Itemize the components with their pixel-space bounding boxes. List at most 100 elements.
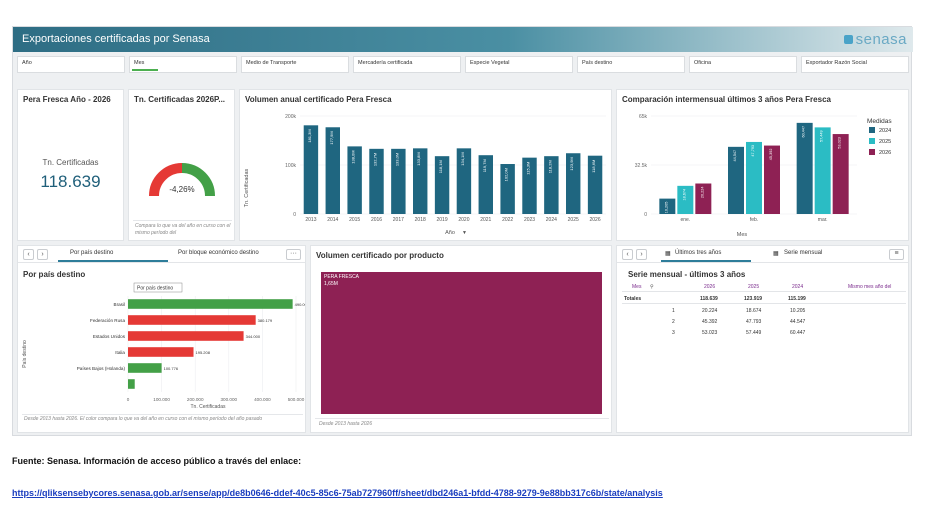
x-tick-label: 2022 <box>502 217 513 223</box>
x-tick-label: 2020 <box>458 217 469 223</box>
table-row[interactable]: 2 45.392 47.793 44.547 <box>622 317 906 327</box>
bar-data-label: 44,547 <box>733 150 737 162</box>
next-chevron-icon[interactable]: › <box>37 249 48 260</box>
filter-anio[interactable]: Año <box>17 56 125 73</box>
column-header-2024[interactable]: 2024 <box>792 284 804 290</box>
table-icon: ▦ <box>773 251 779 257</box>
x-tick-label: 2025 <box>568 217 579 223</box>
treemap-tile-pera-fresca[interactable]: PERA FRESCA 1,65M <box>321 272 602 414</box>
gauge-card[interactable]: Tn. Certificadas 2026P... -4,26% Compara… <box>128 89 235 241</box>
filter-label: Año <box>22 60 32 66</box>
filter-medio-transporte[interactable]: Medio de Transporte <box>241 56 349 73</box>
active-tab-indicator <box>58 260 168 262</box>
country-card[interactable]: ‹ › Por país destino Por bloque económic… <box>17 245 306 433</box>
next-chevron-icon[interactable]: › <box>636 249 647 260</box>
y-tick-label: Federación Rusa <box>90 318 125 323</box>
monthly-bar-chart: Mes Medidas 0 32.5k 65k 10,205 18,674 20,224 e… <box>635 114 893 238</box>
table-cell: 20.224 <box>702 308 718 314</box>
filter-label: Oficina <box>694 60 712 66</box>
table-cell: 10.205 <box>790 308 806 314</box>
table-row[interactable]: 1 20.224 18.674 10.205 <box>622 306 906 316</box>
senasa-logo: senasa <box>843 31 907 48</box>
table-cell: 2 <box>672 319 675 325</box>
legend-swatch <box>869 138 875 144</box>
bar-data-label: 123,9M <box>569 157 574 170</box>
prev-chevron-icon[interactable]: ‹ <box>622 249 633 260</box>
data-table: Mes ⚲ 2026 2025 2024 Mismo mes año del T… <box>622 282 906 352</box>
search-icon[interactable]: ⚲ <box>650 284 654 290</box>
monthly-x-axis-label: Mes <box>737 232 748 238</box>
table-totals-row: Totales 118.639 123.919 115.199 <box>622 294 906 304</box>
filter-exportador[interactable]: Exportador Razón Social <box>801 56 909 73</box>
monthly-chart-title: Comparación intermensual últimos 3 años … <box>622 95 831 104</box>
tab-por-bloque-economico[interactable]: Por bloque económico destino <box>178 250 259 256</box>
table-cell: 53.023 <box>702 330 718 336</box>
bar-data-label: 118,2M <box>547 160 552 173</box>
list-menu-icon[interactable]: ≡ <box>889 249 904 260</box>
bar <box>587 155 603 214</box>
filter-mercaderia[interactable]: Mercadería certificada <box>353 56 461 73</box>
filter-pais-destino[interactable]: País destino <box>577 56 685 73</box>
legend-label: 2024 <box>879 128 891 134</box>
kpi-card[interactable]: Pera Fresca Año - 2026 Tn. Certificadas … <box>17 89 124 241</box>
x-tick-label: 2017 <box>393 217 404 223</box>
x-tick-label: 2026 <box>590 217 601 223</box>
column-header-mismo-mes[interactable]: Mismo mes año del <box>848 284 892 290</box>
bar <box>832 134 849 214</box>
table-title: Serie mensual - últimos 3 años <box>628 270 746 279</box>
bar <box>566 153 581 214</box>
filter-selected-indicator <box>132 69 158 71</box>
x-tick-label: ene. <box>680 217 690 223</box>
prev-chevron-icon[interactable]: ‹ <box>23 249 34 260</box>
gauge-chart: -4,26% <box>149 163 215 197</box>
bar <box>659 198 676 214</box>
bar-data-label: 102,0M <box>504 168 509 181</box>
table-cell: 44.547 <box>790 319 806 325</box>
monthly-comparison-card[interactable]: Comparación intermensual últimos 3 años … <box>616 89 909 241</box>
bar <box>325 127 340 214</box>
legend-label: 2025 <box>879 139 891 145</box>
monthly-series-card[interactable]: ‹ › ▦ Últimos tres años ▦ Serie mensual … <box>616 245 909 433</box>
divider <box>22 414 303 415</box>
tab-por-pais-destino[interactable]: Por país destino <box>70 250 114 256</box>
filter-label: Mercadería certificada <box>358 60 413 66</box>
table-row[interactable]: 3 53.023 57.449 60.447 <box>622 328 906 338</box>
x-tick-label: 0 <box>127 397 130 402</box>
x-tick-label: feb. <box>750 217 758 223</box>
filter-oficina[interactable]: Oficina <box>689 56 797 73</box>
filter-especie-vegetal[interactable]: Especie Vegetal <box>465 56 573 73</box>
axis-sort-caret-icon[interactable]: ▼ <box>462 230 467 236</box>
more-options-icon[interactable]: ··· <box>286 249 301 260</box>
source-link[interactable]: https://qliksensebycores.senasa.gob.ar/s… <box>12 488 663 498</box>
tab-ultimos-tres-anos[interactable]: Últimos tres años <box>675 250 722 256</box>
column-header-2025[interactable]: 2025 <box>748 284 760 290</box>
annual-y-axis-label: Tn. Certificadas <box>244 168 250 207</box>
table-cell: 60.447 <box>790 330 806 336</box>
legend-title: Medidas <box>867 118 892 125</box>
bar-data-label: 115,3M <box>526 162 531 175</box>
bar-data-label: 60,447 <box>802 126 806 138</box>
product-card[interactable]: Volumen certificado por producto PERA FR… <box>310 245 612 433</box>
x-tick-label: 400.000 <box>254 397 271 402</box>
bar <box>128 363 162 373</box>
table-cell: 115.199 <box>788 296 806 302</box>
bar-data-label: 118,6M <box>591 160 596 173</box>
annual-volume-card[interactable]: Volumen anual certificado Pera Fresca Tn… <box>239 89 612 241</box>
filter-mes[interactable]: Mes <box>129 56 237 73</box>
column-header-mes[interactable]: Mes <box>632 284 642 290</box>
x-tick-label: 2016 <box>371 217 382 223</box>
country-y-axis-label: País destino <box>22 340 28 368</box>
tab-serie-mensual[interactable]: Serie mensual <box>784 250 823 256</box>
filter-label: Mes <box>134 60 145 66</box>
bar-data-label: 10,205 <box>664 202 668 214</box>
logo-text: senasa <box>855 31 907 48</box>
y-tick-label: 32.5k <box>635 163 648 169</box>
column-header-2026[interactable]: 2026 <box>704 284 716 290</box>
x-tick-label: 200.000 <box>187 397 204 402</box>
gauge-positive-arc <box>181 163 215 197</box>
dashboard-header: Exportaciones certificadas por Senasa se… <box>13 27 913 52</box>
bar-data-label: 118,1M <box>438 160 443 173</box>
bar <box>695 183 712 214</box>
kpi-label: Tn. Certificadas <box>42 158 99 167</box>
